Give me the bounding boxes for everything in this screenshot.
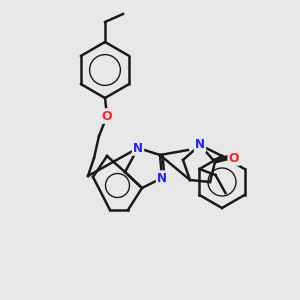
Text: N: N bbox=[157, 172, 167, 184]
Text: O: O bbox=[229, 152, 239, 164]
Text: N: N bbox=[133, 142, 143, 154]
Text: O: O bbox=[102, 110, 112, 122]
Text: N: N bbox=[195, 139, 205, 152]
